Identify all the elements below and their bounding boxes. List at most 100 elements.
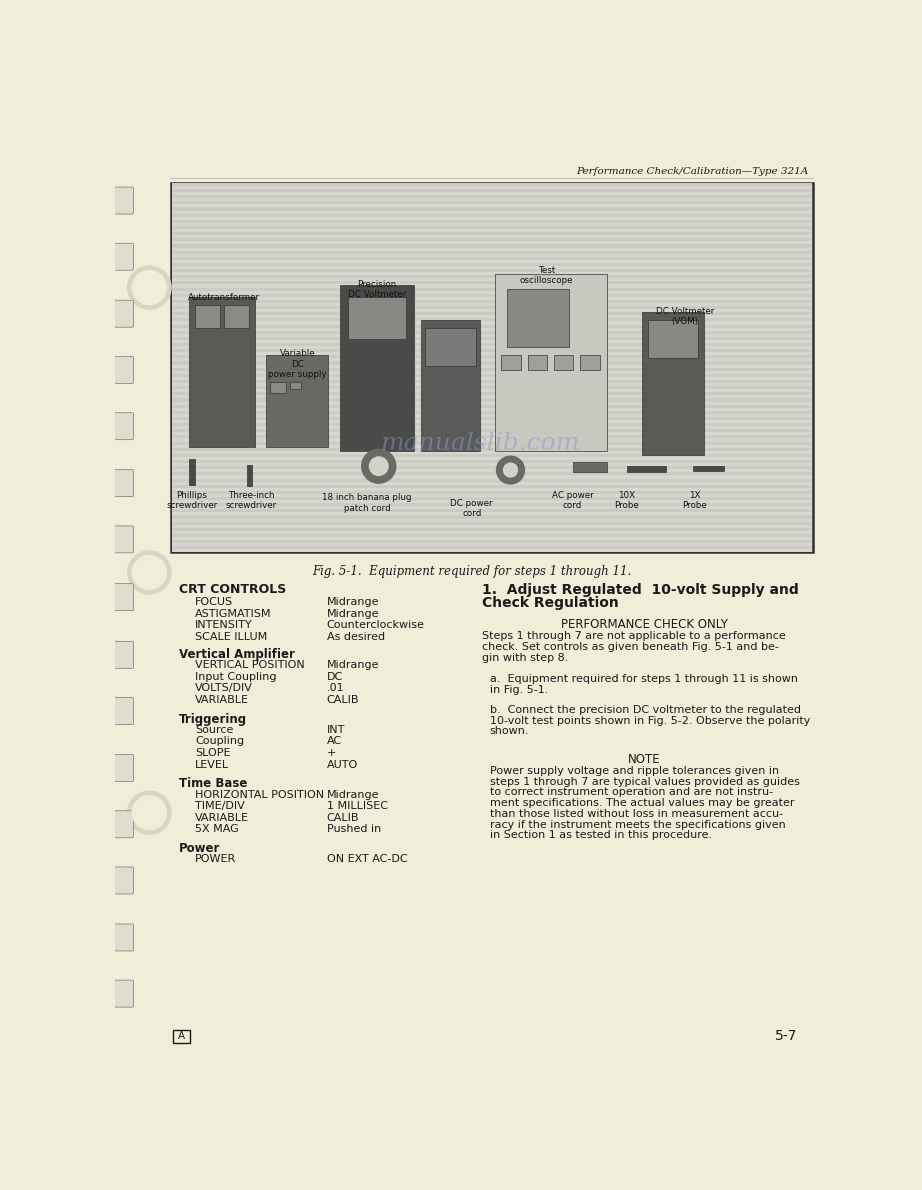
Text: HORIZONTAL POSITION: HORIZONTAL POSITION <box>195 790 325 800</box>
Bar <box>495 274 608 451</box>
FancyBboxPatch shape <box>114 300 134 327</box>
Circle shape <box>132 556 166 589</box>
Bar <box>171 441 812 445</box>
FancyBboxPatch shape <box>114 868 134 894</box>
Text: Time Base: Time Base <box>179 777 247 790</box>
Bar <box>171 432 812 436</box>
Bar <box>171 515 812 519</box>
Text: VERTICAL POSITION: VERTICAL POSITION <box>195 660 305 670</box>
Bar <box>171 278 812 281</box>
Text: Coupling: Coupling <box>195 737 244 746</box>
Bar <box>171 294 812 296</box>
Text: TIME/DIV: TIME/DIV <box>195 801 245 812</box>
Text: racy if the instrument meets the specifications given: racy if the instrument meets the specifi… <box>490 820 786 829</box>
Text: 5X MAG: 5X MAG <box>195 825 239 834</box>
Bar <box>171 284 812 288</box>
Text: Midrange: Midrange <box>326 790 379 800</box>
Bar <box>171 303 812 306</box>
Circle shape <box>361 450 396 483</box>
Bar <box>171 199 812 201</box>
Bar <box>171 195 812 199</box>
Bar <box>171 248 812 251</box>
Text: Autotransformer: Autotransformer <box>188 293 260 302</box>
Text: 1 MILLISEC: 1 MILLISEC <box>326 801 388 812</box>
Text: Check Regulation: Check Regulation <box>482 596 619 610</box>
Bar <box>171 327 812 331</box>
Bar <box>171 537 812 540</box>
FancyBboxPatch shape <box>114 981 134 1007</box>
Bar <box>171 453 812 457</box>
Text: 1X
Probe: 1X Probe <box>682 490 707 511</box>
Bar <box>171 325 812 327</box>
Circle shape <box>132 796 166 829</box>
Text: POWER: POWER <box>195 854 236 864</box>
Bar <box>171 232 812 236</box>
Bar <box>171 257 812 259</box>
Bar <box>171 500 812 503</box>
Text: SCALE ILLUM: SCALE ILLUM <box>195 632 267 641</box>
Circle shape <box>127 267 171 309</box>
Bar <box>171 281 812 284</box>
Bar <box>580 355 599 370</box>
Bar <box>290 382 301 389</box>
Text: manualslib.com: manualslib.com <box>380 432 579 455</box>
Bar <box>527 355 547 370</box>
Bar <box>171 405 812 408</box>
Text: Power: Power <box>179 843 220 854</box>
Bar <box>171 472 812 476</box>
Text: 10X
Probe: 10X Probe <box>614 490 639 511</box>
Text: Input Coupling: Input Coupling <box>195 672 277 682</box>
Bar <box>692 466 724 471</box>
Text: a.  Equipment required for steps 1 through 11 is shown: a. Equipment required for steps 1 throug… <box>490 674 798 684</box>
Bar <box>171 490 812 494</box>
Text: CALIB: CALIB <box>326 813 360 822</box>
Text: Source: Source <box>195 725 233 735</box>
Bar <box>627 466 666 472</box>
Bar <box>171 290 812 294</box>
Text: Performance Check/Calibration—Type 321A: Performance Check/Calibration—Type 321A <box>576 168 809 176</box>
Text: .01: .01 <box>326 683 345 694</box>
Bar <box>171 374 812 377</box>
Bar <box>171 503 812 506</box>
Circle shape <box>127 551 171 594</box>
Text: than those listed without loss in measurement accu-: than those listed without loss in measur… <box>490 809 783 819</box>
Bar <box>171 269 812 273</box>
Bar <box>171 430 812 432</box>
FancyBboxPatch shape <box>114 810 134 838</box>
Text: FOCUS: FOCUS <box>195 597 233 607</box>
Bar <box>171 436 812 438</box>
Text: AC power
cord: AC power cord <box>551 490 594 511</box>
Text: Fig. 5-1.  Equipment required for steps 1 through 11.: Fig. 5-1. Equipment required for steps 1… <box>313 565 632 578</box>
Text: DC: DC <box>326 672 343 682</box>
Bar <box>171 309 812 312</box>
Bar <box>425 327 476 367</box>
Bar <box>171 513 812 515</box>
Bar <box>171 466 812 469</box>
Bar <box>171 183 812 186</box>
Bar <box>171 531 812 534</box>
Text: AC: AC <box>326 737 342 746</box>
Bar <box>173 1029 191 1042</box>
Circle shape <box>370 457 388 476</box>
Bar <box>171 263 812 267</box>
Text: gin with step 8.: gin with step 8. <box>482 652 568 663</box>
Bar <box>171 386 812 389</box>
Bar <box>171 343 812 346</box>
Bar <box>171 424 812 426</box>
Bar <box>171 380 812 383</box>
Text: Pushed in: Pushed in <box>326 825 381 834</box>
Bar <box>171 306 812 309</box>
Text: DC Voltmeter
(VOM): DC Voltmeter (VOM) <box>656 307 714 326</box>
Bar <box>171 331 812 333</box>
Bar <box>171 312 812 315</box>
Bar <box>189 458 195 486</box>
Bar <box>266 355 328 447</box>
Bar <box>171 315 812 319</box>
Bar <box>171 482 812 484</box>
Bar <box>171 242 812 244</box>
Bar <box>171 401 812 405</box>
Text: to correct instrument operation and are not instru-: to correct instrument operation and are … <box>490 788 773 797</box>
Bar <box>171 244 812 248</box>
Text: Midrange: Midrange <box>326 608 379 619</box>
Bar <box>171 416 812 420</box>
